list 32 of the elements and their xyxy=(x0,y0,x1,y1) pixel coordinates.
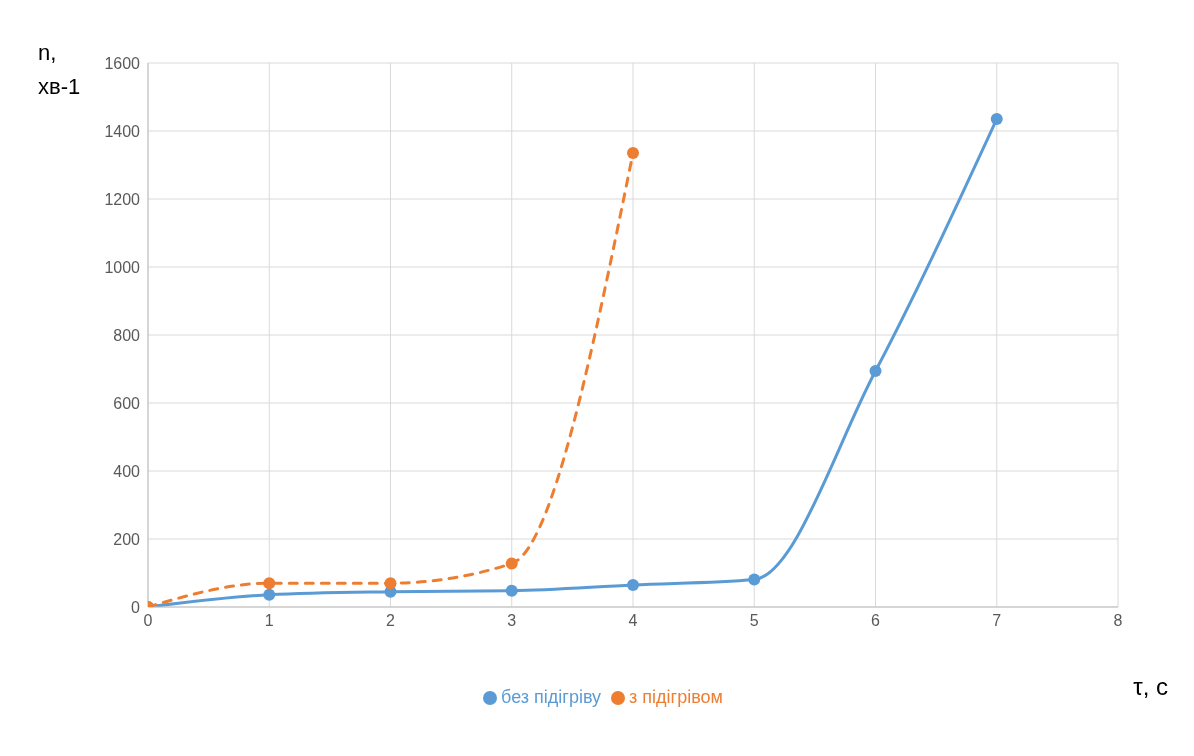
y-tick-label: 1600 xyxy=(104,54,141,72)
point xyxy=(263,588,276,601)
point xyxy=(384,577,397,590)
x-tick-label: 2 xyxy=(386,612,396,630)
y-tick-label: 0 xyxy=(131,598,141,616)
x-tick-label: 4 xyxy=(628,612,638,630)
point xyxy=(748,573,761,586)
point xyxy=(869,365,882,378)
point xyxy=(505,584,518,597)
x-tick-label: 0 xyxy=(143,612,153,630)
point xyxy=(505,557,518,570)
y-tick-label: 1400 xyxy=(104,122,141,140)
x-axis-title: τ, с xyxy=(1133,673,1168,701)
y-tick-label: 1200 xyxy=(104,190,141,208)
y-tick-label: 400 xyxy=(113,462,141,480)
legend-label: з підігрівом xyxy=(629,687,723,707)
x-tick-label: 8 xyxy=(1113,612,1123,630)
y-tick-label: 200 xyxy=(113,530,141,548)
y-tick-label: 800 xyxy=(113,326,141,344)
x-tick-label: 1 xyxy=(264,612,274,630)
point xyxy=(263,577,276,590)
point xyxy=(627,147,639,160)
y-tick-label: 1000 xyxy=(104,258,141,276)
y-tick-label: 600 xyxy=(113,394,141,412)
point xyxy=(627,578,639,591)
legend-label: без підігріву xyxy=(501,687,602,707)
x-tick-label: 6 xyxy=(871,612,881,630)
x-tick-label: 3 xyxy=(507,612,517,630)
x-tick-label: 5 xyxy=(749,612,759,630)
x-tick-label: 7 xyxy=(992,612,1002,630)
y-axis-title: n, хв-1 xyxy=(38,39,82,101)
point xyxy=(990,113,1003,126)
